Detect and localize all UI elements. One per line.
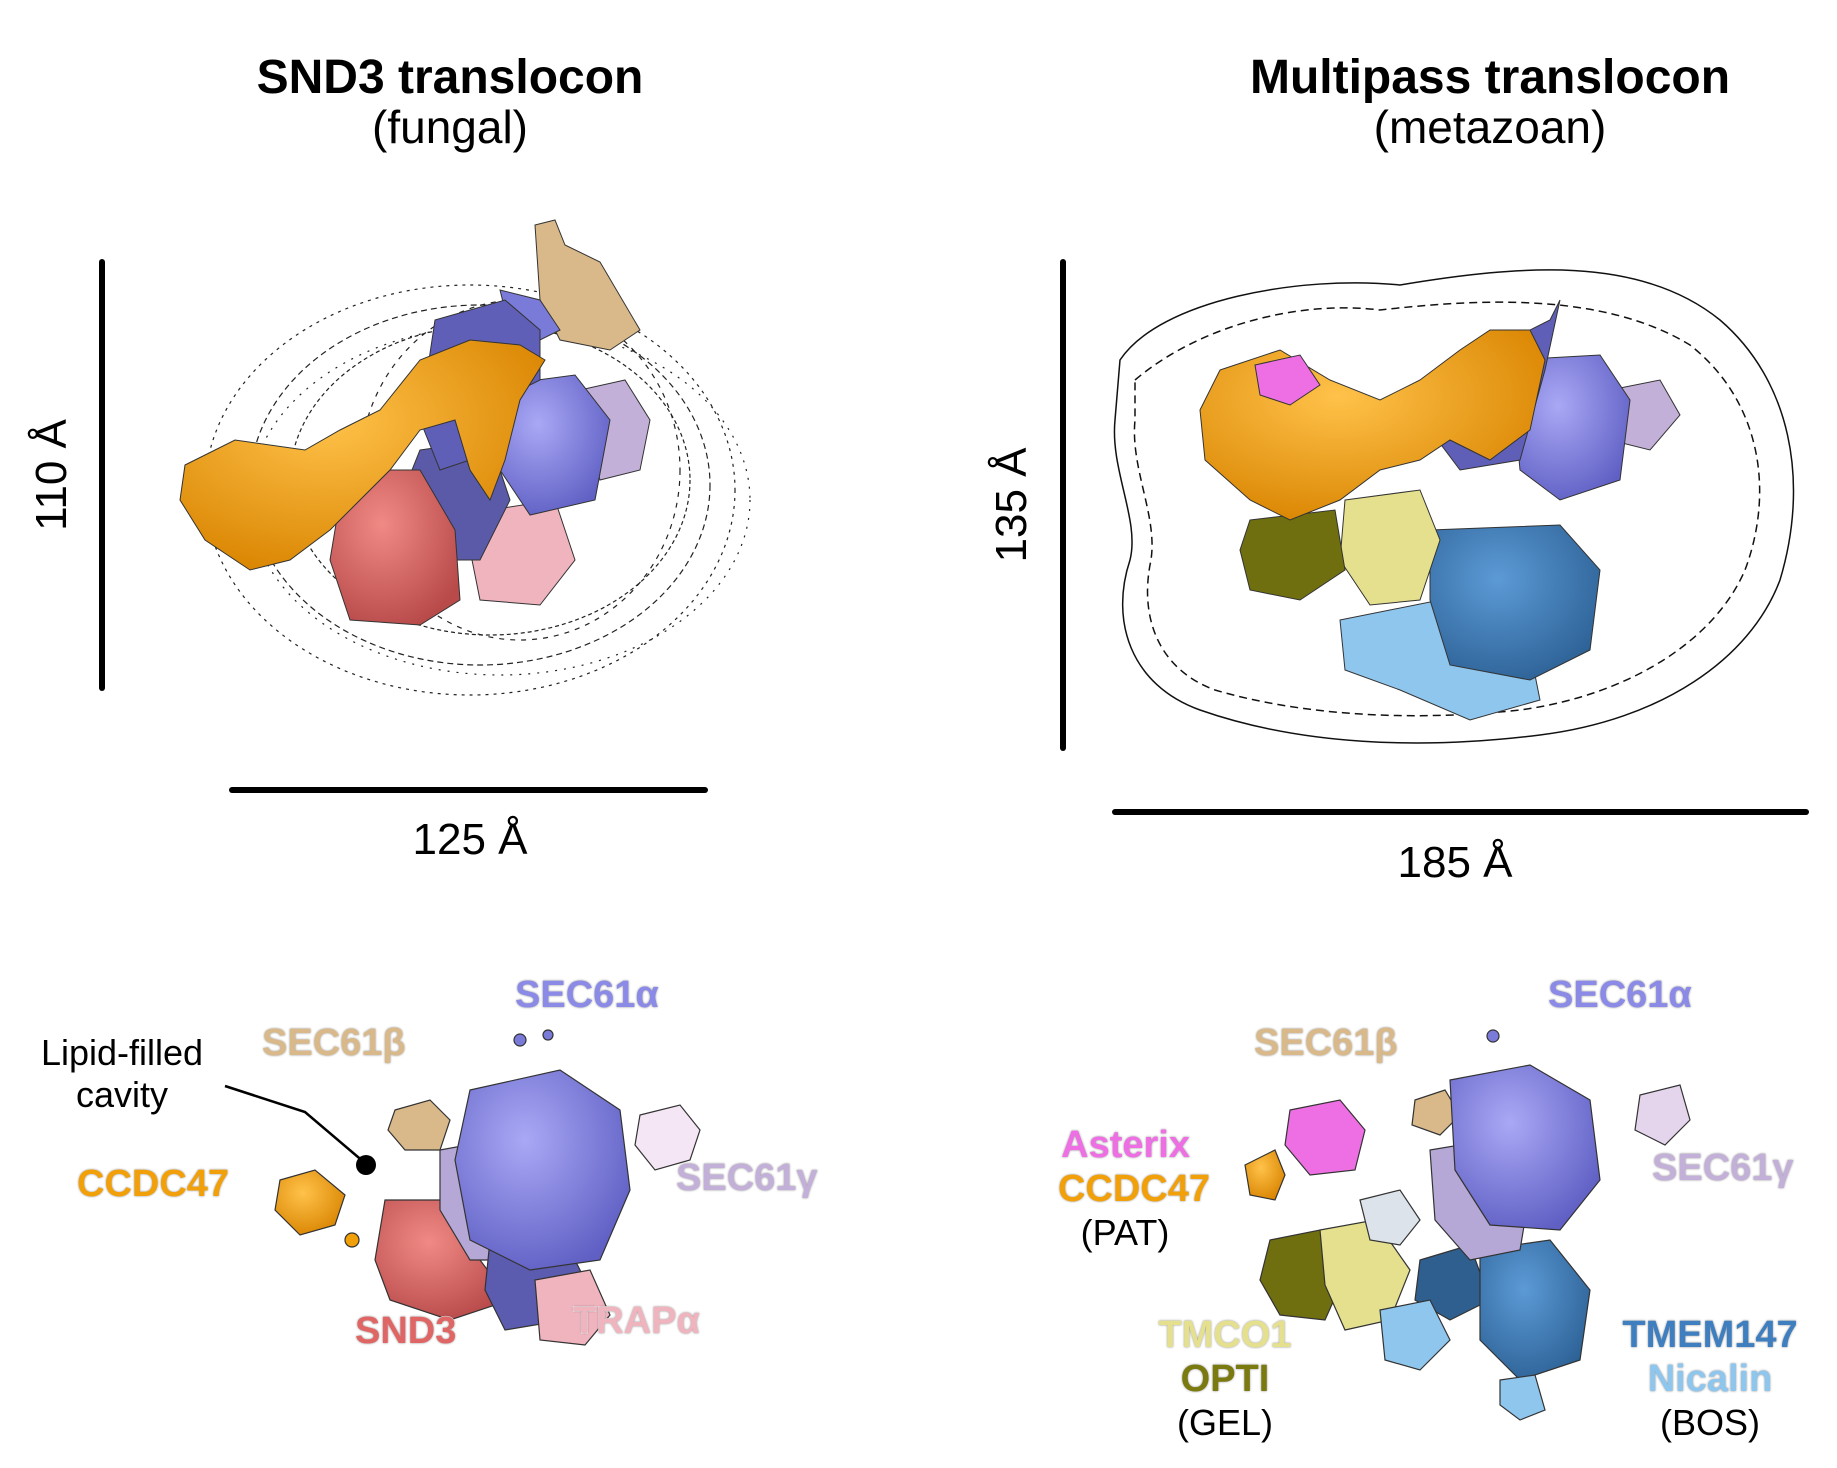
cavity-leader — [224, 1084, 376, 1175]
cavity-label-line1: Lipid-filled — [40, 1032, 204, 1073]
right-label-sec61b: SEC61β — [1253, 1021, 1398, 1064]
left-horizontal-scale-label: 125 Å — [412, 815, 528, 864]
left-title: SND3 translocon — [256, 51, 644, 104]
right-label-sec61a: SEC61α — [1547, 973, 1692, 1016]
left-label-ccdc47: CCDC47 — [76, 1162, 230, 1205]
left-label-snd3: SND3 — [354, 1309, 457, 1352]
right-title: Multipass translocon — [1249, 51, 1731, 104]
right-label-sec61g: SEC61γ — [1651, 1146, 1794, 1189]
right-protein-surfaces — [1199, 299, 1681, 721]
right-label-gel: (GEL) — [1176, 1402, 1273, 1443]
left-subtitle: (fungal) — [372, 101, 528, 153]
right-label-tmco1: TMCO1 — [1158, 1313, 1292, 1356]
left-vertical-scale-label: 110 Å — [27, 419, 76, 531]
right-horizontal-scale-label: 185 Å — [1397, 838, 1513, 887]
right-label-bos: (BOS) — [1659, 1402, 1760, 1443]
left-label-sec61b: SEC61β — [261, 1021, 406, 1064]
right-micelle-outline — [1113, 269, 1795, 744]
left-protein-surfaces — [179, 219, 651, 626]
left-label-sec61g: SEC61γ — [675, 1156, 818, 1199]
right-label-nicalin: Nicalin — [1647, 1357, 1773, 1400]
left-label-trapa: TRAPα — [572, 1299, 700, 1342]
right-label-tmem147: TMEM147 — [1622, 1313, 1798, 1356]
left-label-sec61a: SEC61α — [514, 973, 659, 1016]
cavity-label-line2: cavity — [75, 1074, 169, 1115]
right-label-pat: (PAT) — [1080, 1212, 1170, 1253]
right-label-ccdc47: CCDC47 — [1057, 1167, 1210, 1210]
right-label-asterix: Asterix — [1061, 1123, 1191, 1166]
right-vertical-scale-label: 135 Å — [987, 447, 1036, 563]
right-slice-view — [1244, 1029, 1691, 1421]
right-subtitle: (metazoan) — [1373, 101, 1607, 153]
left-slice-view — [274, 1029, 701, 1346]
right-label-opti: OPTI — [1180, 1357, 1270, 1400]
